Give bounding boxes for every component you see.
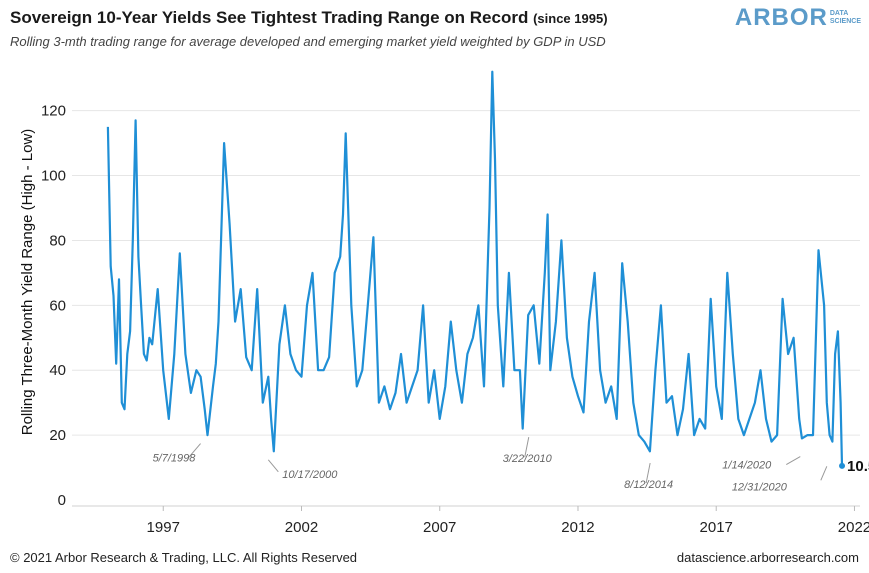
y-tick-labels: 0 20 40 60 80 100 120 [41,103,66,509]
y-tick-20: 20 [49,427,66,444]
y-tick-40: 40 [49,362,66,379]
footer-site-link[interactable]: datascience.arborresearch.com [676,550,859,565]
annotation-leader-2 [524,437,530,458]
annotation-label-2: 3/22/2010 [503,453,553,465]
annotations: 5/7/1998 10/17/2000 3/22/2010 8/12/2014 1/14… [153,437,828,493]
annotation-label-3: 8/12/2014 [624,479,673,491]
annotation-label-0: 5/7/1998 [153,453,197,465]
logo-sub-2: SCIENCE [829,18,861,25]
x-tick-2012: 2012 [561,519,594,536]
x-tick-2002: 2002 [285,519,318,536]
annotation-label-5: 12/31/2020 [732,481,788,493]
y-tick-0: 0 [58,492,66,509]
y-tick-120: 120 [41,103,66,120]
arbor-logo: ARBOR DATA SCIENCE [735,4,861,32]
logo-sub: DATA SCIENCE [830,10,861,26]
annotation-leader-3 [645,462,651,484]
logo-word: ARBOR [734,4,828,31]
chart-title-text: Sovereign 10-Year Yields See Tightest Tr… [10,8,529,27]
annotation-leader-1 [267,459,279,473]
logo-sub-1: DATA [829,10,849,17]
y-tick-80: 80 [49,232,66,249]
chart-title-suffix: (since 1995) [533,11,608,26]
chart-title: Sovereign 10-Year Yields See Tightest Tr… [10,8,608,28]
y-tick-100: 100 [41,168,66,185]
annotation-label-4: 1/14/2020 [722,460,772,472]
x-tick-2017: 2017 [700,519,733,536]
grid-lines [72,110,860,507]
annotation-leader-0 [188,443,201,458]
x-tick-1997: 1997 [147,519,180,536]
x-tick-labels: 1997 2002 2007 2012 2017 2022 [147,506,869,536]
annotation-leader-5 [820,466,828,481]
annotation-leader-4 [786,456,801,466]
x-tick-2007: 2007 [423,519,456,536]
end-point-marker [839,462,846,469]
copyright-text: © 2021 Arbor Research & Trading, LLC. Al… [10,550,358,565]
series-line [106,70,844,466]
end-value-label: 10.5 [847,458,869,475]
annotation-label-1: 10/17/2000 [282,469,338,481]
y-tick-60: 60 [49,297,66,314]
chart-subtitle: Rolling 3-mth trading range for average … [10,34,606,49]
x-tick-2022: 2022 [838,519,869,536]
y-axis-label: Rolling Three-Month Yield Range (High - … [19,129,36,436]
